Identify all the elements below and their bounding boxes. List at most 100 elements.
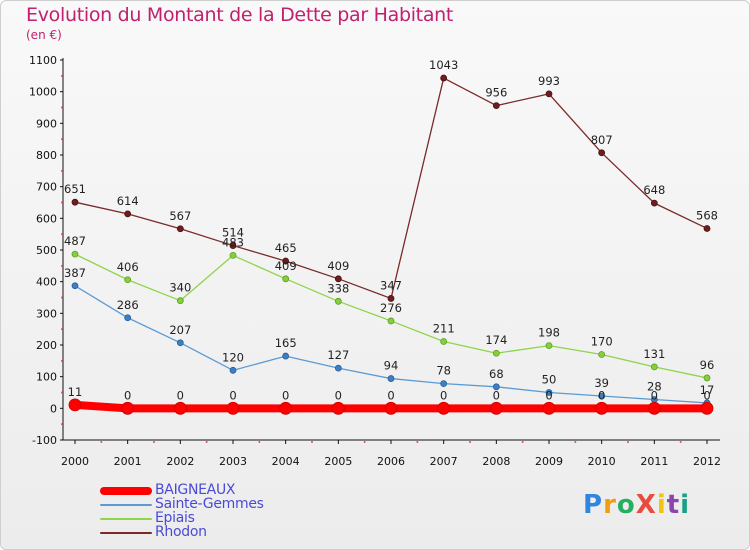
data-point-epiais [703, 374, 711, 382]
y-minor-dot [61, 296, 63, 299]
logo-letter: o [616, 490, 636, 520]
data-point-rhodon [282, 257, 290, 265]
data-point-rhodon [334, 275, 342, 283]
logo-letter: r [603, 490, 617, 520]
x-tick-label: 2002 [166, 455, 194, 468]
y-minor-dot [61, 264, 63, 267]
legend-label: BAIGNEAUX [155, 482, 236, 498]
data-label-rhodon: 993 [538, 74, 560, 88]
y-tick-label: 200 [36, 339, 57, 352]
y-tick-label: 500 [36, 244, 57, 257]
data-label-baigneaux: 0 [651, 388, 658, 402]
data-point-baigneaux [542, 401, 556, 415]
x-minor-dot [521, 441, 524, 443]
x-tick-label: 2005 [324, 455, 352, 468]
data-label-sainte-gemmes: 94 [384, 359, 399, 373]
data-point-rhodon [124, 210, 132, 218]
data-label-epiais: 406 [117, 260, 139, 274]
x-minor-dot [363, 441, 366, 443]
y-tick-label: 1000 [29, 86, 57, 99]
y-minor-dot [61, 391, 63, 394]
data-point-epiais [176, 297, 184, 305]
data-point-epiais [440, 338, 448, 345]
data-point-baigneaux [331, 401, 345, 415]
y-tick-label: -100 [32, 434, 57, 447]
data-point-rhodon [492, 102, 500, 109]
data-point-sainte-gemmes [545, 389, 553, 396]
data-label-epiais: 174 [485, 333, 507, 347]
data-label-epiais: 338 [327, 281, 349, 295]
x-tick-label: 2000 [61, 455, 89, 468]
data-point-sainte-gemmes [440, 380, 448, 388]
y-minor-dot [61, 328, 63, 331]
data-label-baigneaux: 0 [493, 388, 500, 402]
y-minor-dot [61, 201, 63, 204]
data-point-baigneaux [595, 401, 609, 415]
data-label-rhodon: 807 [591, 133, 613, 147]
data-label-baigneaux: 11 [68, 385, 83, 399]
data-point-sainte-gemmes [334, 364, 342, 372]
y-tick-label: 1100 [29, 54, 57, 67]
legend-swatch [100, 518, 152, 520]
legend-swatch [100, 504, 152, 506]
data-point-sainte-gemmes [176, 339, 184, 347]
data-label-rhodon: 567 [169, 209, 191, 223]
y-minor-dot [61, 74, 63, 77]
logo-letter: t [666, 490, 681, 520]
data-label-baigneaux: 0 [335, 388, 342, 402]
x-tick-label: 2011 [640, 455, 668, 468]
data-point-baigneaux [121, 401, 135, 415]
data-label-sainte-gemmes: 286 [117, 298, 139, 312]
data-label-sainte-gemmes: 165 [275, 336, 297, 350]
x-tick-label: 2010 [588, 455, 616, 468]
data-point-sainte-gemmes [492, 383, 500, 391]
data-point-rhodon [598, 149, 606, 157]
data-label-sainte-gemmes: 387 [64, 266, 86, 280]
data-point-epiais [282, 275, 290, 283]
data-point-epiais [492, 349, 500, 357]
data-label-sainte-gemmes: 39 [594, 376, 609, 390]
data-point-rhodon [703, 225, 711, 232]
data-point-epiais [71, 250, 79, 258]
y-minor-dot [61, 423, 63, 426]
data-point-baigneaux [437, 401, 451, 415]
x-tick-label: 2003 [219, 455, 247, 468]
data-point-rhodon [229, 242, 237, 249]
y-tick-label: 800 [36, 149, 57, 162]
x-tick-label: 2008 [482, 455, 510, 468]
y-tick-label: 300 [36, 307, 57, 320]
y-minor-dot [61, 106, 63, 109]
data-point-rhodon [176, 225, 184, 233]
x-minor-dot [205, 441, 208, 443]
data-point-epiais [387, 317, 395, 325]
data-label-baigneaux: 0 [229, 388, 236, 402]
legend-item: BAIGNEAUX [100, 482, 320, 498]
data-label-epiais: 487 [64, 234, 86, 248]
data-point-rhodon [71, 198, 79, 206]
data-label-rhodon: 465 [275, 241, 297, 255]
x-tick-label: 2004 [272, 455, 300, 468]
data-label-sainte-gemmes: 207 [169, 323, 191, 337]
data-label-epiais: 211 [433, 322, 455, 336]
y-tick-label: 100 [36, 371, 57, 384]
y-tick-label: 0 [50, 402, 57, 415]
data-point-rhodon [440, 74, 448, 82]
y-minor-dot [61, 233, 63, 236]
x-minor-dot [469, 441, 471, 443]
data-label-rhodon: 648 [643, 183, 665, 197]
data-point-baigneaux [68, 398, 82, 412]
chart-legend: BAIGNEAUX Sainte-Gemmes Epiais Rhodon [100, 482, 320, 540]
data-label-sainte-gemmes: 68 [489, 367, 504, 381]
data-point-sainte-gemmes [71, 282, 79, 290]
data-label-baigneaux: 0 [282, 388, 289, 402]
data-label-epiais: 340 [169, 281, 191, 295]
data-point-baigneaux [647, 401, 661, 415]
legend-label: Rhodon [155, 524, 207, 540]
data-point-rhodon [545, 90, 553, 98]
data-label-sainte-gemmes: 50 [542, 373, 557, 387]
y-tick-label: 600 [36, 212, 57, 225]
legend-item: Rhodon [100, 524, 320, 540]
data-point-sainte-gemmes [124, 314, 132, 322]
data-label-baigneaux: 0 [387, 388, 394, 402]
